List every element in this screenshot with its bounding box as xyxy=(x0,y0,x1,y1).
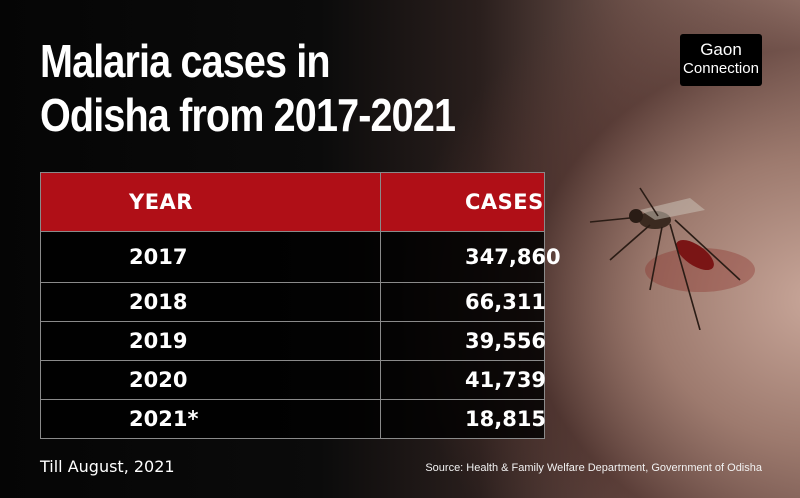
table-row: 2019 39,556 xyxy=(40,321,546,361)
title-line-2: Odisha from 2017-2021 xyxy=(40,89,456,141)
cases-table: YEAR CASES 2017 347,860 2018 66,311 2019… xyxy=(40,172,561,439)
column-header-year: YEAR xyxy=(40,172,381,232)
cases-cell: 39,556 xyxy=(380,321,546,361)
logo-line-2: Connection xyxy=(683,60,759,77)
logo-line-1: Gaon xyxy=(700,40,742,59)
year-cell: 2020 xyxy=(40,360,381,400)
page-title: Malaria cases in Odisha from 2017-2021 xyxy=(40,34,487,142)
cases-cell: 41,739 xyxy=(380,360,546,400)
table-row: 2017 347,860 xyxy=(40,231,561,283)
cases-cell: 18,815 xyxy=(380,399,546,439)
table-row: 2018 66,311 xyxy=(40,282,546,322)
column-header-cases: CASES xyxy=(380,172,545,232)
table-header-row: YEAR CASES xyxy=(40,172,545,232)
cases-cell: 347,860 xyxy=(380,231,561,283)
year-cell: 2017 xyxy=(40,231,381,283)
source-credit: Source: Health & Family Welfare Departme… xyxy=(425,462,762,474)
footnote: Till August, 2021 xyxy=(40,457,175,476)
cases-cell: 66,311 xyxy=(380,282,546,322)
table-row: 2021* 18,815 xyxy=(40,399,546,439)
year-cell: 2021* xyxy=(40,399,381,439)
title-line-1: Malaria cases in xyxy=(40,35,331,87)
brand-logo: Gaon Connection xyxy=(680,34,762,86)
year-cell: 2019 xyxy=(40,321,381,361)
mosquito-illustration xyxy=(589,187,755,330)
year-cell: 2018 xyxy=(40,282,381,322)
table-row: 2020 41,739 xyxy=(40,360,546,400)
